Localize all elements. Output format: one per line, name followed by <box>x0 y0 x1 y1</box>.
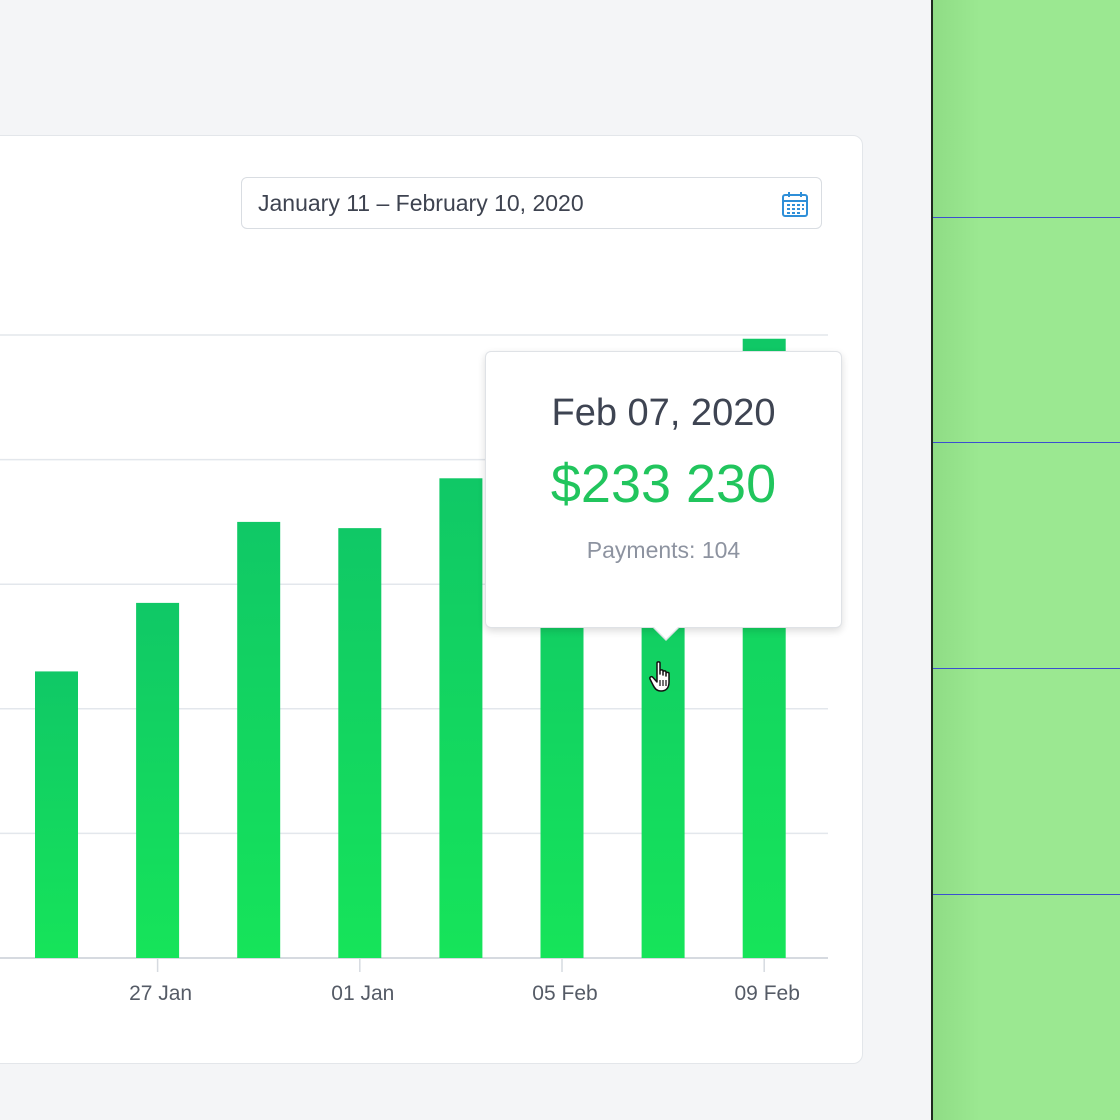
side-panel <box>931 0 1120 1120</box>
tooltip-amount: $233 230 <box>550 454 777 514</box>
bar[interactable] <box>338 528 382 958</box>
calendar-icon[interactable] <box>781 190 809 218</box>
bar[interactable] <box>237 521 281 958</box>
hand-pointer-icon <box>649 661 670 692</box>
tooltip-payments: Payments: 104 <box>586 537 741 563</box>
tooltip-date: Feb 07, 2020 <box>551 392 776 434</box>
x-tick-label: 01 Jan <box>331 982 394 1005</box>
x-tick-label: 09 Feb <box>735 982 800 1005</box>
bar[interactable] <box>35 671 78 958</box>
x-tick-label: 27 Jan <box>129 982 192 1005</box>
chart-tooltip: Feb 07, 2020 $233 230 Payments: 104 <box>485 351 842 641</box>
panel-divider <box>933 217 1120 218</box>
panel-divider <box>933 442 1120 443</box>
panel-divider <box>933 668 1120 669</box>
bar[interactable] <box>439 478 483 958</box>
revenue-bar-chart: 27 Jan 01 Jan 05 Feb 09 Feb <box>0 334 828 1005</box>
date-range-picker[interactable]: January 11 – February 10, 2020 <box>241 177 822 229</box>
x-tick-label: 05 Feb <box>532 982 597 1005</box>
bar[interactable] <box>136 602 180 958</box>
panel-divider <box>933 894 1120 895</box>
date-range-label: January 11 – February 10, 2020 <box>258 189 584 216</box>
